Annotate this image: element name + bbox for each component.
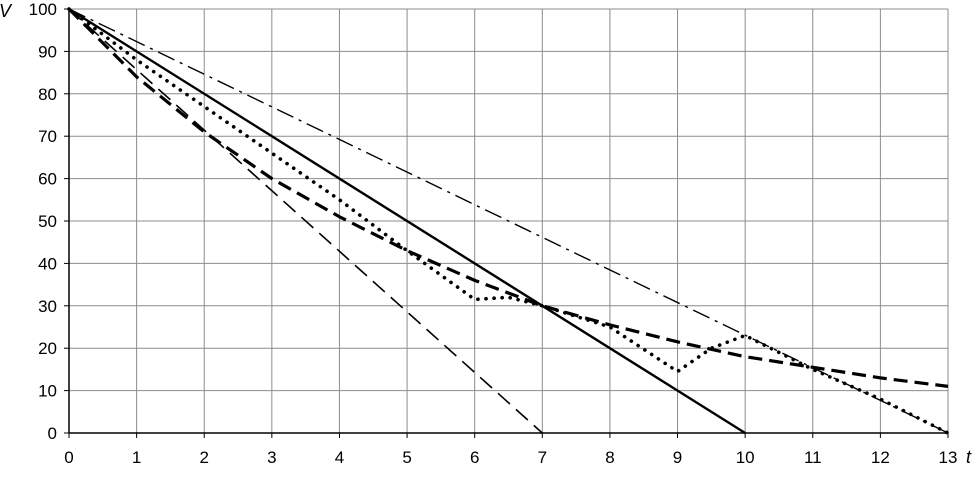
x-tick-label: 12 (871, 448, 890, 467)
x-tick-label: 11 (804, 448, 822, 467)
series-line-dashed (68, 8, 543, 434)
y-tick-label: 30 (38, 297, 57, 316)
y-tick-label: 20 (38, 339, 57, 358)
x-axis-label: t (966, 447, 972, 467)
y-tick-label: 50 (38, 212, 57, 231)
y-tick-label: 60 (38, 170, 57, 189)
y-tick-label: 40 (38, 254, 57, 273)
series-line-bold-dashed (67, 7, 949, 388)
x-tick-label: 8 (605, 448, 614, 467)
grid (68, 8, 949, 434)
series-line-dash-dot (68, 8, 949, 434)
series-group (67, 7, 950, 435)
x-tick-label: 6 (470, 448, 479, 467)
y-tick-label: 0 (48, 424, 57, 443)
y-tick-label: 90 (38, 42, 57, 61)
axes (64, 8, 949, 438)
x-tick-label: 4 (335, 448, 344, 467)
x-tick-label: 2 (199, 448, 208, 467)
series-line-solid (68, 7, 746, 435)
x-tick-label: 5 (402, 448, 411, 467)
x-tick-label: 9 (673, 448, 682, 467)
x-tick-label: 10 (736, 448, 755, 467)
y-tick-label: 100 (29, 0, 57, 19)
series-line-dotted (67, 7, 950, 435)
x-tick-label: 1 (132, 448, 141, 467)
y-tick-label: 80 (38, 85, 57, 104)
x-tick-label: 7 (538, 448, 547, 467)
x-tick-label: 0 (64, 448, 73, 467)
x-tick-label: 13 (939, 448, 958, 467)
y-tick-label: 10 (38, 382, 57, 401)
y-axis-label: V (0, 1, 13, 21)
y-tick-label: 70 (38, 127, 57, 146)
x-tick-label: 3 (267, 448, 276, 467)
